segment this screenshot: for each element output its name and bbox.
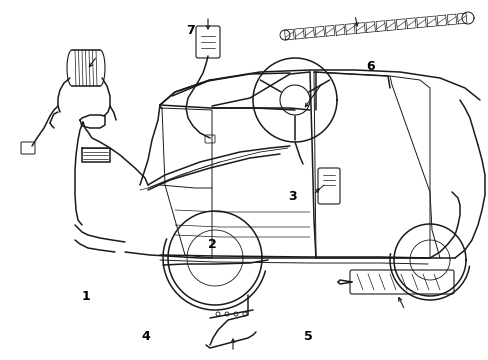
Polygon shape (314, 26, 324, 37)
FancyBboxPatch shape (21, 142, 35, 154)
Polygon shape (355, 23, 365, 33)
Polygon shape (447, 14, 456, 25)
Polygon shape (345, 23, 354, 34)
Polygon shape (375, 21, 385, 31)
Polygon shape (325, 26, 334, 36)
Circle shape (234, 312, 238, 316)
Polygon shape (406, 18, 415, 29)
Text: 6: 6 (366, 60, 374, 73)
Polygon shape (386, 20, 395, 31)
Polygon shape (416, 17, 426, 28)
Text: 3: 3 (287, 190, 296, 203)
Polygon shape (456, 13, 466, 24)
Polygon shape (436, 15, 446, 26)
FancyBboxPatch shape (204, 135, 215, 143)
Circle shape (216, 312, 220, 316)
Polygon shape (396, 19, 405, 30)
Polygon shape (304, 27, 314, 38)
Text: 1: 1 (81, 291, 90, 303)
Circle shape (243, 312, 246, 316)
Polygon shape (294, 28, 304, 39)
FancyBboxPatch shape (196, 26, 220, 58)
Polygon shape (335, 24, 344, 35)
Polygon shape (426, 16, 436, 27)
Circle shape (224, 312, 228, 316)
Text: 2: 2 (208, 238, 217, 251)
Text: 5: 5 (303, 330, 312, 343)
FancyBboxPatch shape (317, 168, 339, 204)
Text: 7: 7 (186, 24, 195, 37)
Polygon shape (284, 29, 293, 40)
FancyBboxPatch shape (349, 270, 453, 294)
Polygon shape (365, 22, 375, 32)
Text: 4: 4 (141, 330, 150, 343)
